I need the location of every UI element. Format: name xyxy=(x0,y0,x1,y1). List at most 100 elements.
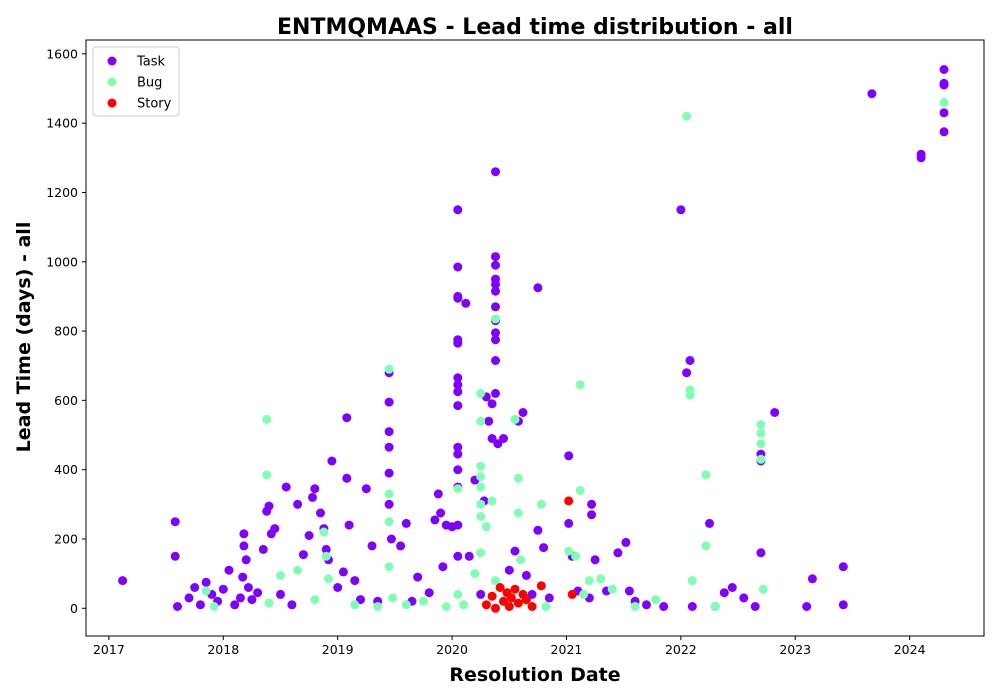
point-task-73 xyxy=(453,373,463,383)
point-task-111 xyxy=(527,589,537,599)
x-tick-label-6: 2023 xyxy=(779,642,811,657)
point-bug-18 xyxy=(401,600,411,610)
point-bug-47 xyxy=(575,486,585,495)
point-task-149 xyxy=(867,89,877,99)
point-task-123 xyxy=(590,555,600,565)
y-tick-label-6: 1200 xyxy=(46,185,78,200)
point-task-12 xyxy=(230,600,240,610)
point-task-125 xyxy=(613,548,623,558)
point-task-135 xyxy=(705,518,714,528)
point-bug-46 xyxy=(575,380,585,390)
point-bug-30 xyxy=(476,499,486,509)
point-bug-53 xyxy=(651,595,661,605)
point-task-42 xyxy=(342,473,352,483)
point-task-68 xyxy=(453,262,463,272)
point-task-44 xyxy=(350,576,360,586)
point-task-110 xyxy=(521,570,531,580)
y-tick-label-3: 600 xyxy=(54,393,78,408)
point-task-17 xyxy=(241,555,251,565)
point-bug-32 xyxy=(476,548,486,558)
point-task-33 xyxy=(310,484,320,494)
point-task-109 xyxy=(518,408,528,417)
y-tick-label-1: 200 xyxy=(54,531,78,546)
point-task-46 xyxy=(361,484,371,494)
point-story-14 xyxy=(564,496,574,506)
point-task-4 xyxy=(184,593,194,603)
x-axis-label: Resolution Date xyxy=(449,664,620,686)
point-task-139 xyxy=(739,593,749,603)
x-tick-label-4: 2021 xyxy=(551,642,583,657)
point-task-143 xyxy=(756,548,766,558)
point-bug-40 xyxy=(516,555,526,565)
point-task-155 xyxy=(939,108,949,118)
point-task-45 xyxy=(356,595,365,605)
x-tick-label-7: 2024 xyxy=(894,642,926,657)
point-task-27 xyxy=(281,482,291,492)
point-task-36 xyxy=(321,544,331,554)
point-task-39 xyxy=(333,583,343,592)
point-task-29 xyxy=(293,499,303,509)
point-task-148 xyxy=(838,600,848,610)
point-bug-49 xyxy=(584,576,594,586)
point-bug-11 xyxy=(350,600,360,610)
point-bug-59 xyxy=(701,541,711,551)
point-bug-60 xyxy=(710,602,720,611)
point-task-133 xyxy=(685,356,695,365)
point-bug-6 xyxy=(293,565,303,575)
point-story-11 xyxy=(521,595,531,605)
point-task-134 xyxy=(687,602,697,611)
point-task-53 xyxy=(384,468,394,478)
point-bug-62 xyxy=(756,428,766,438)
point-task-129 xyxy=(642,600,651,610)
point-task-32 xyxy=(308,492,317,502)
point-task-96 xyxy=(491,279,500,289)
y-tick-label-2: 400 xyxy=(54,462,78,477)
point-task-137 xyxy=(719,588,729,598)
point-bug-21 xyxy=(453,484,463,494)
point-task-107 xyxy=(510,546,520,556)
point-story-4 xyxy=(499,596,508,606)
point-bug-7 xyxy=(310,595,320,605)
point-bug-14 xyxy=(384,489,394,499)
point-bug-37 xyxy=(510,414,520,424)
point-task-140 xyxy=(750,602,760,611)
point-task-41 xyxy=(342,413,352,423)
point-task-11 xyxy=(224,565,234,575)
series-bug xyxy=(201,97,949,611)
point-task-26 xyxy=(276,589,285,599)
point-task-127 xyxy=(624,586,634,596)
point-task-112 xyxy=(533,525,543,535)
point-bug-52 xyxy=(630,602,640,611)
point-task-122 xyxy=(587,510,597,520)
point-task-76 xyxy=(453,401,463,411)
point-task-113 xyxy=(533,283,543,293)
point-bug-13 xyxy=(384,364,394,374)
y-tick-label-5: 1000 xyxy=(46,254,78,269)
point-task-78 xyxy=(453,449,463,459)
series-story xyxy=(481,496,577,613)
point-bug-44 xyxy=(564,546,574,556)
point-task-54 xyxy=(384,499,394,509)
point-bug-48 xyxy=(579,589,589,599)
x-tick-label-3: 2020 xyxy=(436,642,468,657)
point-story-0 xyxy=(481,600,491,610)
point-bug-66 xyxy=(939,97,949,107)
legend-label-task: Task xyxy=(136,55,166,70)
point-bug-24 xyxy=(470,569,480,579)
point-task-131 xyxy=(676,205,686,215)
point-task-52 xyxy=(384,442,394,452)
point-task-70 xyxy=(453,293,463,303)
point-task-7 xyxy=(201,577,211,587)
point-task-16 xyxy=(239,541,249,551)
point-bug-38 xyxy=(513,473,523,483)
point-task-61 xyxy=(430,515,440,525)
point-task-116 xyxy=(564,451,574,461)
point-task-126 xyxy=(621,537,631,547)
point-bug-63 xyxy=(756,439,766,449)
y-tick-label-7: 1400 xyxy=(46,116,78,131)
point-task-154 xyxy=(939,80,949,90)
point-bug-16 xyxy=(384,562,394,572)
plot-frame xyxy=(85,39,985,637)
point-story-13 xyxy=(536,581,546,591)
point-task-115 xyxy=(544,593,554,603)
